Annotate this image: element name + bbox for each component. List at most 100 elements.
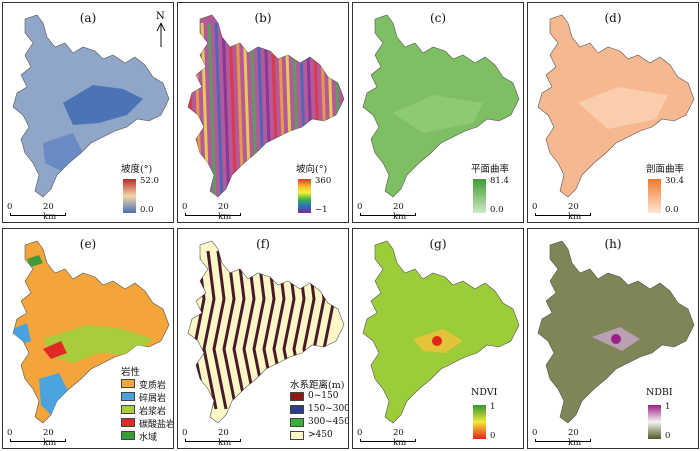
color-ramp [298, 179, 311, 213]
scale-20km: 20 km [218, 428, 232, 448]
ramp-max-value: 30.4 [665, 176, 684, 186]
region-map [187, 240, 345, 424]
scale-line [185, 439, 241, 442]
scale-line [535, 213, 591, 216]
legend-label: 300~450 [308, 417, 349, 427]
map-feature [188, 22, 196, 197]
map-panel-ndbi: (h) 0 20 km NDBI 1 0 [527, 228, 699, 449]
panel-label: (c) [429, 11, 447, 25]
map-panel-river-distance: (f) 0 20 km 水系距离(m) 0~150 150~300 300~450 >450 [177, 228, 349, 449]
color-ramp [648, 405, 661, 439]
scale-zero: 0 [357, 428, 363, 438]
map-feature [214, 22, 224, 197]
color-ramp [123, 179, 136, 213]
region-map [12, 240, 170, 424]
scale-bar: 0 20 km [7, 202, 69, 222]
ramp-min-value: −1 [315, 205, 328, 215]
scale-bar: 0 20 km [357, 428, 419, 448]
legend-title: 坡度(°) [121, 164, 153, 175]
panel-label: (f) [256, 237, 270, 251]
ramp-min-value: 0.0 [490, 205, 504, 215]
category-legend: 水系距离(m) 0~150 150~300 300~450 >450 [290, 377, 349, 443]
map-feature [202, 250, 218, 410]
legend-title: 岩性 [121, 367, 141, 378]
map-feature [207, 22, 217, 197]
scale-20km: 20 km [568, 202, 582, 222]
scale-zero: 0 [182, 202, 188, 212]
scale-20km: 20 km [393, 202, 407, 222]
legend-label: 0~150 [308, 391, 339, 401]
map-feature [43, 341, 67, 359]
color-ramp [473, 179, 486, 213]
scale-20km: 20 km [43, 428, 57, 448]
map-feature [393, 95, 483, 133]
scale-zero: 0 [7, 202, 13, 212]
panel-label: (e) [79, 237, 97, 251]
map-feature [578, 87, 668, 129]
map-feature [63, 85, 143, 125]
legend-title: 剖面曲率 [646, 164, 685, 175]
region-map [187, 14, 345, 198]
legend-swatch [290, 392, 304, 401]
color-ramp [473, 405, 486, 439]
map-panel-slope: (a) 0 20 km 坡度(°) 52.0 0.0 N [2, 2, 174, 223]
legend-label: 变质岩 [139, 381, 167, 391]
legend-title: NDBI [646, 387, 673, 398]
legend-label: 碎屑岩 [139, 394, 167, 404]
map-panel-aspect: (b) 0 20 km 坡向(°) 360 −1 [177, 2, 349, 223]
ramp-min-value: 0.0 [140, 205, 154, 215]
map-feature [232, 250, 248, 410]
map-panel-plan-curvature: (c) 0 20 km 平面曲率 81.4 0.0 [352, 2, 524, 223]
scale-line [10, 439, 66, 442]
scale-line [185, 213, 241, 216]
map-panel-lithology: (e) 0 20 km 岩性变质岩碎屑岩岩浆岩碳酸盐岩水域 [2, 228, 174, 449]
scale-bar: 0 20 km [357, 202, 419, 222]
scale-bar: 0 20 km [182, 428, 244, 448]
map-feature [43, 325, 153, 363]
scale-bar: 0 20 km [7, 428, 69, 448]
region-map [537, 240, 695, 424]
scale-line [360, 213, 416, 216]
scale-20km: 20 km [43, 202, 57, 222]
legend-swatch [121, 405, 135, 414]
legend-title: NDVI [471, 387, 498, 398]
legend-label: 碳酸盐岩 [139, 420, 174, 430]
scale-bar: 0 20 km [532, 202, 594, 222]
map-feature [611, 334, 621, 344]
legend-swatch [121, 379, 135, 388]
scale-bar: 0 20 km [182, 202, 244, 222]
region-map [362, 14, 520, 198]
legend-label: 水域 [139, 433, 158, 443]
ramp-max-value: 1 [490, 402, 496, 412]
region-map [12, 14, 170, 198]
scale-20km: 20 km [218, 202, 232, 222]
legend-label: 150~300 [308, 404, 349, 414]
ramp-max-value: 81.4 [490, 176, 509, 186]
scale-line [535, 439, 591, 442]
legend-swatch [121, 418, 135, 427]
scale-zero: 0 [532, 428, 538, 438]
map-feature [43, 133, 83, 171]
scale-zero: 0 [532, 202, 538, 212]
scale-20km: 20 km [568, 428, 582, 448]
panel-label: (a) [79, 11, 97, 25]
legend-label: >450 [308, 430, 333, 440]
legend-swatch [290, 431, 304, 440]
scale-zero: 0 [182, 428, 188, 438]
map-panel-profile-curvature: (d) 0 20 km 剖面曲率 30.4 0.0 [527, 2, 699, 223]
panel-label: (b) [254, 11, 272, 25]
map-feature [221, 22, 231, 197]
map-feature [212, 250, 228, 410]
legend-swatch [121, 392, 135, 401]
svg-text:N: N [156, 11, 165, 22]
legend-label: 岩浆岩 [139, 407, 167, 417]
ramp-min-value: 0 [490, 431, 496, 441]
panel-label: (h) [604, 237, 622, 251]
panel-label: (g) [429, 237, 447, 251]
map-panel-ndvi: (g) 0 20 km NDVI 1 0 [352, 228, 524, 449]
map-feature [27, 255, 43, 267]
panel-label: (d) [604, 11, 622, 25]
scale-line [10, 213, 66, 216]
map-feature [222, 250, 238, 410]
legend-swatch [121, 431, 135, 440]
